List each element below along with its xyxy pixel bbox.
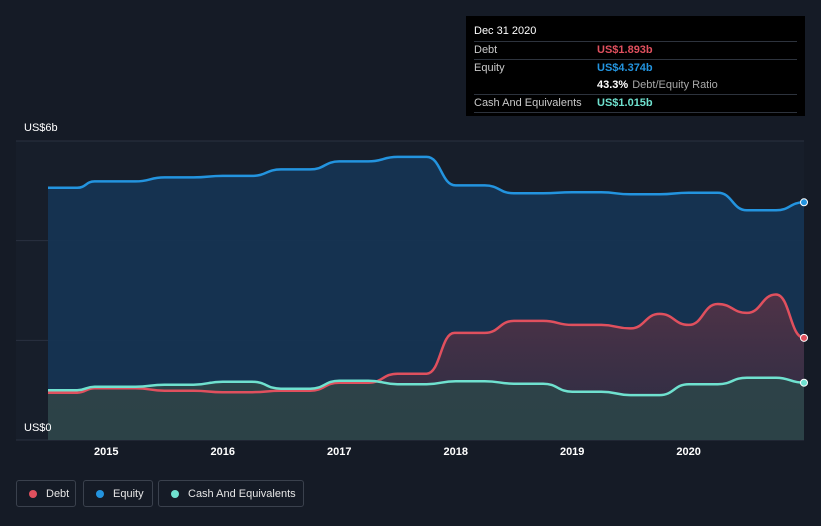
debt-line — [48, 293, 805, 394]
data-tooltip: Dec 31 2020 Debt US$1.893b Equity US$4.3… — [466, 16, 805, 116]
cash-legend-dot — [171, 489, 179, 498]
tooltip-ratio-row: 43.3% Debt/Equity Ratio — [474, 77, 797, 95]
tooltip-debt-value: US$1.893b — [597, 44, 653, 56]
tooltip-equity-value: US$4.374b — [597, 62, 653, 74]
tooltip-cash-value: US$1.015b — [597, 97, 653, 109]
debt-legend-dot — [29, 489, 37, 498]
tooltip-cash-label: Cash And Equivalents — [474, 97, 582, 109]
y-axis-bottom-label: US$0 — [24, 422, 52, 434]
x-tick-label: 2015 — [93, 446, 119, 458]
legend-debt[interactable]: Debt — [16, 480, 76, 507]
tooltip-ratio-label: Debt/Equity Ratio — [632, 79, 718, 91]
tooltip-equity-row: Equity US$4.374b — [474, 60, 797, 77]
equity-line — [48, 155, 805, 212]
x-tick-label: 2018 — [443, 446, 468, 458]
chart-end-markers — [800, 198, 808, 387]
legend-debt-label: Debt — [46, 487, 70, 500]
cash-area — [48, 377, 804, 440]
cash-line — [48, 376, 805, 397]
tooltip-equity-label: Equity — [474, 62, 505, 74]
tooltip-date: Dec 31 2020 — [474, 24, 797, 42]
y-axis-top-label: US$6b — [24, 122, 58, 134]
cash-end-marker — [800, 378, 808, 387]
x-tick-label: 2019 — [559, 446, 585, 458]
legend-cash[interactable]: Cash And Equivalents — [158, 480, 304, 507]
equity-end-marker — [800, 198, 808, 207]
chart-lines — [48, 155, 805, 397]
tooltip-ratio-value: 43.3% — [597, 79, 629, 91]
tooltip-debt-label: Debt — [474, 44, 498, 56]
debt-end-marker — [800, 333, 808, 342]
equity-legend-dot — [96, 489, 104, 498]
legend-cash-label: Cash And Equivalents — [188, 487, 296, 500]
x-tick-label: 2017 — [326, 446, 352, 458]
chart-areas — [48, 156, 804, 440]
tooltip-cash-row: Cash And Equivalents US$1.015b — [474, 95, 797, 113]
legend-equity[interactable]: Equity — [83, 480, 153, 507]
tooltip-debt-row: Debt US$1.893b — [474, 42, 797, 60]
x-tick-label: 2016 — [210, 446, 235, 458]
legend-equity-label: Equity — [113, 487, 144, 500]
x-tick-label: 2020 — [676, 446, 701, 458]
